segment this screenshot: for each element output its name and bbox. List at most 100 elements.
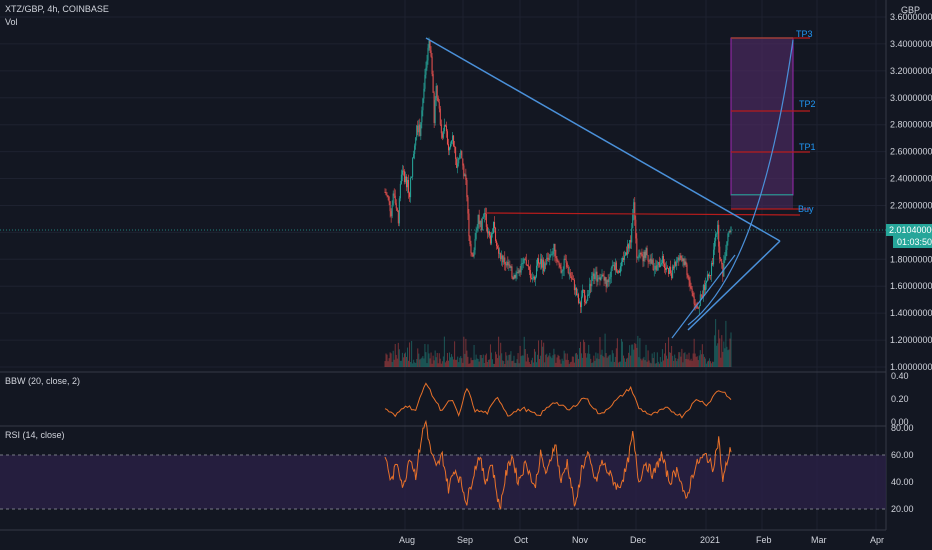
volume-bar-165 (553, 348, 555, 367)
candle-body-328 (720, 258, 722, 262)
volume-bar-58 (443, 336, 445, 367)
candle-body-146 (533, 276, 535, 280)
candle-body-185 (573, 279, 575, 291)
candle-body-110 (497, 245, 499, 249)
candle-body-147 (534, 276, 536, 280)
volume-bar-318 (710, 361, 712, 367)
volume-bar-195 (584, 342, 586, 367)
rsi-legend[interactable]: RSI (14, close) (5, 430, 65, 440)
support-trendline[interactable] (671, 254, 736, 339)
candle-body-143 (530, 277, 532, 279)
candle-body-78 (464, 174, 466, 177)
volume-bar-110 (497, 358, 499, 367)
volume-bar-282 (673, 360, 675, 367)
volume-bar-330 (722, 351, 724, 367)
candle-body-200 (589, 283, 591, 295)
volume-bar-298 (689, 360, 691, 367)
candle-body-138 (525, 260, 527, 266)
bbw-legend[interactable]: BBW (20, close, 2) (5, 376, 80, 386)
candle-body-208 (597, 278, 599, 282)
volume-bar-2 (386, 354, 388, 367)
time-axis[interactable]: Aug Sep Oct Nov Dec 2021 Feb Mar Apr (399, 535, 884, 545)
volume-bar-120 (507, 360, 509, 367)
volume-bar-127 (514, 362, 516, 367)
volume-bar-122 (509, 354, 511, 367)
candle-series[interactable] (384, 37, 732, 315)
resistance-line[interactable] (486, 212, 801, 216)
volume-bar-204 (593, 355, 595, 367)
candle-body-258 (648, 261, 650, 263)
volume-bar-221 (610, 361, 612, 367)
candle-body-149 (537, 258, 539, 266)
candle-body-301 (692, 292, 694, 297)
candle-body-88 (474, 238, 476, 251)
candle-body-79 (465, 174, 467, 180)
candle-body-120 (507, 261, 509, 266)
volume-bar-5 (389, 352, 391, 367)
volume-bar-57 (442, 356, 444, 367)
buy-zone[interactable] (731, 195, 793, 209)
candle-body-40 (425, 67, 427, 75)
volume-bar-322 (714, 335, 716, 367)
candle-body-206 (595, 271, 597, 275)
candle-body-80 (466, 179, 468, 198)
volume-bar-98 (484, 355, 486, 367)
candle-body-86 (472, 254, 474, 257)
candle-body-224 (613, 265, 615, 271)
volume-bar-217 (606, 357, 608, 367)
rsi-line[interactable] (384, 419, 732, 510)
candle-body-264 (654, 265, 656, 270)
candle-body-188 (576, 294, 578, 296)
volume-bar-69 (455, 359, 457, 367)
candle-body-148 (536, 265, 538, 277)
candle-body-288 (679, 255, 681, 261)
volume-bar-67 (453, 359, 455, 367)
volume-bar-190 (578, 348, 580, 367)
candle-body-173 (561, 271, 563, 273)
candle-body-302 (693, 296, 695, 304)
candle-body-97 (483, 212, 485, 218)
volume-bar-31 (416, 359, 418, 367)
countdown-badge (893, 236, 932, 248)
candle-body-159 (547, 257, 549, 259)
symbol-title[interactable]: XTZ/GBP, 4h, COINBASE (5, 4, 109, 14)
volume-bar-12 (396, 358, 398, 367)
volume-legend[interactable]: Vol (5, 17, 18, 27)
volume-bar-334 (726, 346, 728, 367)
rsi-tick-3: 20.00 (891, 504, 914, 514)
bbw-axis[interactable]: 0.40 0.20 0.00 (891, 371, 909, 427)
time-tick-4: Dec (630, 535, 647, 545)
volume-bar-332 (724, 348, 726, 367)
time-tick-3: Nov (572, 535, 589, 545)
candle-body-44 (429, 40, 431, 51)
candle-body-176 (564, 258, 566, 260)
candle-body-285 (676, 260, 678, 266)
candle-body-73 (459, 155, 461, 158)
volume-bar-213 (602, 355, 604, 367)
candle-body-104 (490, 233, 492, 244)
candle-body-189 (577, 294, 579, 303)
time-tick-6: Feb (756, 535, 772, 545)
candle-body-139 (526, 265, 528, 266)
candle-body-267 (657, 261, 659, 266)
candle-body-202 (591, 275, 593, 287)
volume-bar-324 (716, 345, 718, 367)
volume-bar-287 (678, 352, 680, 367)
candle-body-215 (604, 277, 606, 281)
descending-trendline[interactable] (425, 37, 781, 242)
candle-body-279 (670, 266, 672, 274)
bbw-line[interactable] (384, 382, 732, 419)
candle-body-280 (671, 273, 673, 279)
parabolic-curve[interactable] (687, 39, 794, 326)
volume-bar-162 (550, 356, 552, 367)
rsi-axis[interactable]: 80.00 60.00 40.00 20.00 (891, 423, 914, 514)
target-zone[interactable] (730, 37, 794, 196)
volume-bar-197 (586, 357, 588, 367)
candle-body-45 (430, 50, 432, 57)
candle-body-180 (568, 272, 570, 274)
volume-bar-25 (410, 361, 412, 367)
volume-bar-286 (677, 358, 679, 367)
volume-bar-310 (701, 344, 703, 367)
ascending-trendline[interactable] (687, 240, 781, 331)
